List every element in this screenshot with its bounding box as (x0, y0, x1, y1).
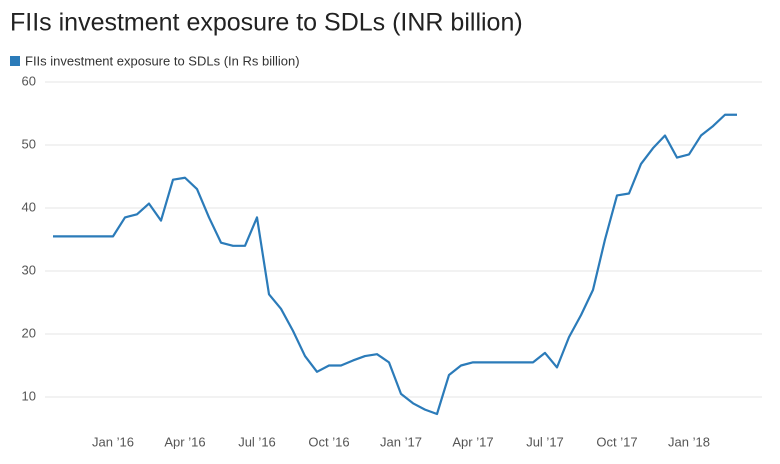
data-line (53, 113, 737, 416)
legend-swatch (10, 56, 20, 66)
x-tick-label: Oct ’17 (596, 434, 637, 449)
y-tick-label: 50 (22, 136, 36, 151)
y-tick-label: 10 (22, 388, 36, 403)
x-tick-label: Jul ’17 (526, 434, 564, 449)
legend-label: FIIs investment exposure to SDLs (In Rs … (25, 53, 300, 68)
y-tick-label: 60 (22, 73, 36, 88)
x-tick-label: Oct ’16 (308, 434, 349, 449)
y-tick-label: 40 (22, 199, 36, 214)
y-tick-label: 30 (22, 262, 36, 277)
x-tick-label: Jan ’18 (668, 434, 710, 449)
x-tick-label: Jul ’16 (238, 434, 276, 449)
y-tick-label: 20 (22, 325, 36, 340)
x-tick-label: Apr ’16 (164, 434, 205, 449)
x-tick-label: Jan ’16 (92, 434, 134, 449)
x-tick-label: Jan ’17 (380, 434, 422, 449)
chart-title: FIIs investment exposure to SDLs (INR bi… (10, 9, 523, 37)
x-tick-label: Apr ’17 (452, 434, 493, 449)
